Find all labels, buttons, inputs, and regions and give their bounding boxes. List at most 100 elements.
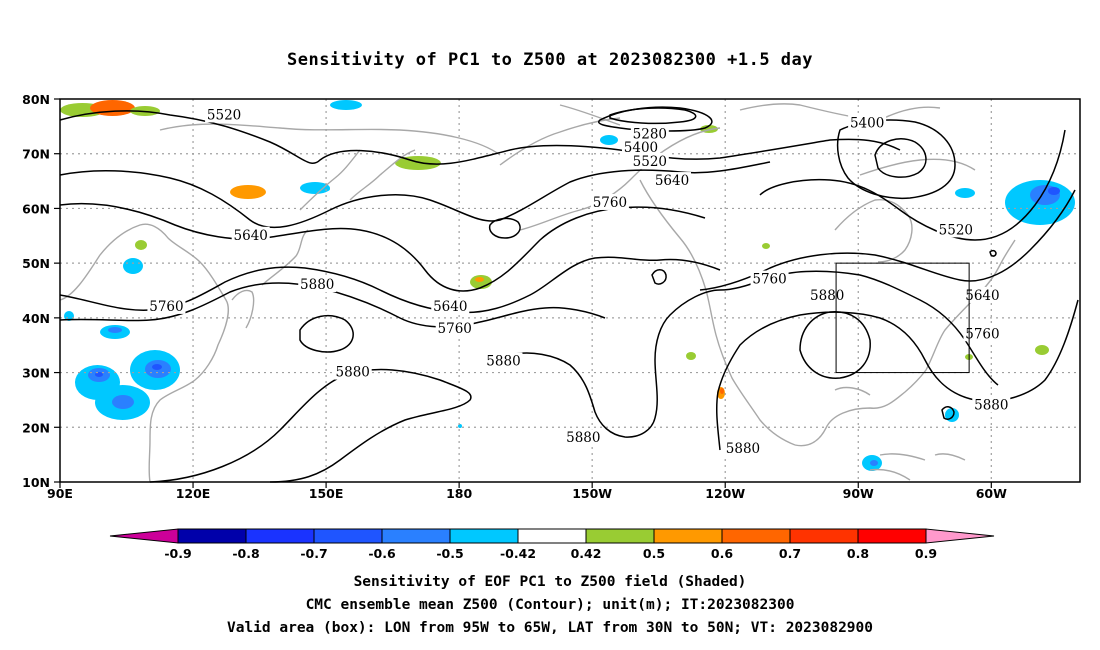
colorbar-label: 0.9 [915,546,937,561]
colorbar-label: -0.7 [300,546,327,561]
colorbar-segment [857,528,927,544]
sensitivity-patch [330,100,362,110]
colorbar-low-arrow [109,528,179,544]
coast-na-west [639,179,796,446]
contour-line [941,406,955,420]
coast-gulf [794,369,927,447]
contour-label-bg [723,440,762,457]
contour-line [488,217,521,239]
coast-kamchatka [159,123,501,201]
contour-line [874,138,927,178]
contour-line [699,189,1076,291]
contour-label: 5880 [486,354,520,370]
sensitivity-patch [238,186,254,193]
contour-line [989,249,997,257]
lon-label: 150W [572,486,612,501]
contour-line [299,314,354,353]
contour-label-bg [590,193,629,210]
lon-label: 120E [176,486,211,501]
longitude-labels: 90E 120E 150E 180 150W 120W 90W 60W [47,482,1007,501]
contour-line [799,311,871,379]
lon-label: 120W [705,486,745,501]
contour-label-bg [205,106,244,123]
lon-label: 180 [446,486,472,501]
contour-label-bg [630,125,669,142]
lat-label: 70N [22,147,50,162]
colorbar-segment [449,528,519,544]
sensitivity-patch [475,277,484,282]
colorbar-label: 0.42 [571,546,602,561]
lat-label: 50N [22,256,50,271]
colorbar-segment [177,528,247,544]
contour-label-bg [653,172,691,189]
contour-line [651,269,667,285]
coast-asia [59,223,229,483]
sensitivity-patch [135,240,147,250]
sensitivity-patch [152,364,162,370]
sensitivity-patch [95,372,103,377]
colorbar-label: -0.5 [436,546,463,561]
caption-line-2: CMC ensemble mean Z500 (Contour); unit(m… [305,597,795,613]
contour-label-bg [147,297,186,314]
contour-label: 5880 [974,397,1008,413]
contour-label: 5520 [939,222,973,238]
contour-label: 5880 [810,288,844,304]
contour-label-bg [750,270,789,287]
contour-label-bg [621,139,660,156]
colorbar-label: -0.6 [368,546,396,561]
contour-line [59,282,606,328]
contour-label: 5520 [633,154,667,170]
contour-label: 5760 [752,272,786,288]
contour-label: 5640 [234,228,268,244]
colorbar-label: -0.8 [232,546,259,561]
lat-label: 30N [22,366,50,381]
map-title: Sensitivity of PC1 to Z500 at 2023082300… [286,50,813,70]
grid-lines [60,99,1080,482]
contour-label-bg [808,286,847,303]
lon-label: 90E [47,486,73,501]
valid-area-box [835,262,970,374]
contour-line [836,119,956,200]
contour-line [149,368,472,483]
lon-label: 90W [843,486,874,501]
sensitivity-patch [600,135,618,145]
contour-label: 5400 [850,116,884,132]
sensitivity-patch [112,395,134,409]
coast-korea-japan [231,149,361,329]
contour-label: 5280 [633,127,667,143]
coastlines [59,103,1016,483]
sensitivity-patch [108,327,122,333]
lat-label: 20N [22,420,50,435]
sensitivity-patch [90,100,135,116]
z500-contours [59,106,1079,483]
sensitivity-shading [60,100,1075,471]
contour-label-bg [484,352,523,369]
sensitivity-patch [1048,187,1060,195]
coast-na-east [925,239,1016,371]
caption-line-1: Sensitivity of EOF PC1 to Z500 field (Sh… [353,574,747,590]
contour-label-bg [630,152,669,169]
sensitivity-patch [686,352,696,360]
caption-line-3: Valid area (box): LON from 95W to 65W, L… [226,620,873,636]
contour-label: 5640 [965,288,999,304]
lon-label: 60W [976,486,1007,501]
colorbar-segment [721,528,791,544]
sensitivity-patch [870,460,878,466]
colorbar-segment [381,528,451,544]
colorbar: -0.9 -0.8 -0.7 -0.6 -0.5 -0.42 0.42 0.5 0.6 0.7 0.… [109,528,995,561]
contour-line [59,110,901,165]
contour-label: 5760 [149,299,183,315]
sensitivity-patch [762,243,770,249]
contour-label: 5760 [438,321,472,337]
contour-label: 5640 [433,299,467,315]
contour-label-bg [298,276,337,293]
contour-label: 5760 [965,326,999,342]
colorbar-segment [653,528,723,544]
contour-label: 5880 [726,441,760,457]
contour-label-bg [963,325,1002,342]
colorbar-label: -0.9 [164,546,191,561]
contour-line [509,270,999,438]
colorbar-label: 0.7 [779,546,801,561]
lon-label: 150E [309,486,344,501]
colorbar-segment [313,528,383,544]
